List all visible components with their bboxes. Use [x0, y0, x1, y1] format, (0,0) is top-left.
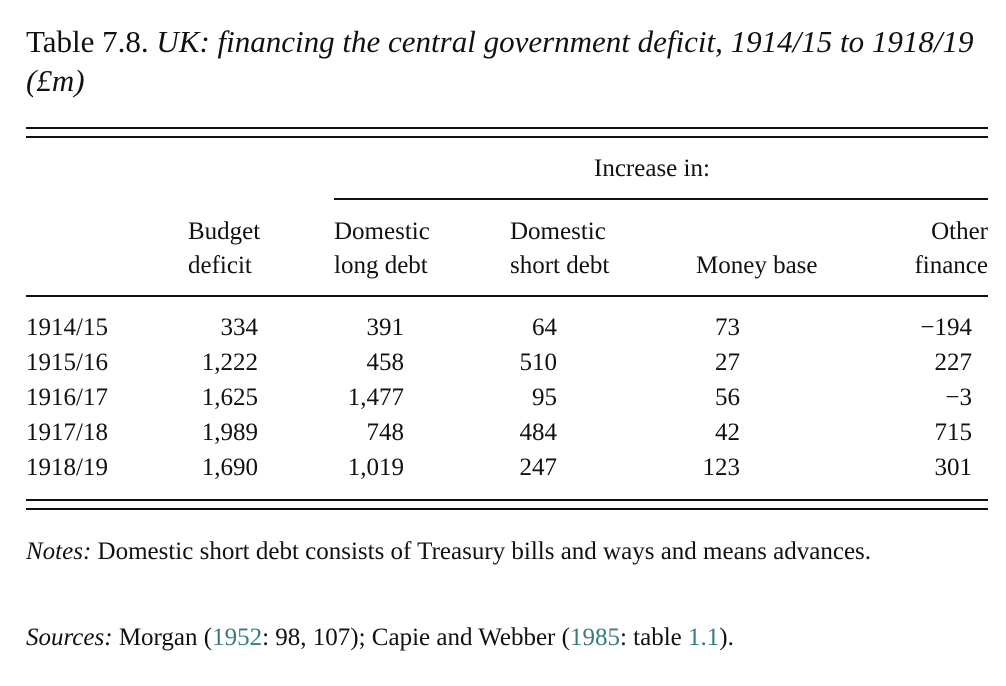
cell-domestic-short-debt: 95 — [532, 384, 557, 411]
row-year: 1918/19 — [26, 454, 108, 481]
col-header-other-finance: Other finance — [914, 215, 988, 283]
cell-money-base: 42 — [715, 419, 740, 446]
sources-text: : 98, 107); Capie and Webber ( — [262, 624, 570, 651]
col-header-line: deficit — [188, 252, 252, 279]
table-description: UK: financing the central government def… — [26, 24, 974, 98]
table-sources: Sources: Morgan (1952: 98, 107); Capie a… — [26, 621, 986, 655]
col-header-line: Other — [931, 218, 988, 245]
notes-label: Notes: — [26, 538, 92, 565]
sources-text: ). — [719, 624, 734, 651]
col-header-line: finance — [914, 252, 988, 279]
col-header-money-base: Money base — [696, 215, 818, 283]
col-header-budget-deficit: Budget deficit — [188, 215, 260, 283]
bottom-rule-2 — [26, 508, 988, 510]
table-title: Table 7.8. UK: financing the central gov… — [26, 22, 1001, 100]
col-header-domestic-short-debt: Domestic short debt — [510, 215, 609, 283]
reference-link-1985[interactable]: 1985 — [569, 624, 620, 651]
row-year: 1915/16 — [26, 349, 108, 376]
cell-other-finance: 227 — [934, 349, 973, 376]
table-number: Table 7.8. — [26, 24, 149, 59]
col-header-line: Money base — [696, 252, 818, 279]
cell-other-finance: 301 — [934, 454, 973, 481]
row-year: 1916/17 — [26, 384, 108, 411]
cell-money-base: 73 — [715, 314, 740, 341]
cell-domestic-long-debt: 1,477 — [347, 384, 404, 411]
table-notes: Notes: Domestic short debt consists of T… — [26, 535, 986, 569]
cell-domestic-long-debt: 458 — [366, 349, 405, 376]
cell-domestic-short-debt: 510 — [519, 349, 558, 376]
cell-money-base: 123 — [702, 454, 741, 481]
cell-domestic-short-debt: 247 — [519, 454, 558, 481]
sources-text: Morgan ( — [118, 624, 213, 651]
cell-other-finance: 715 — [934, 419, 973, 446]
row-year: 1914/15 — [26, 314, 108, 341]
cell-domestic-short-debt: 64 — [532, 314, 557, 341]
cell-budget-deficit: 1,625 — [201, 384, 258, 411]
header-rule — [26, 295, 988, 297]
spanner-header: Increase in: — [594, 155, 710, 182]
col-header-line — [696, 215, 818, 249]
cell-domestic-long-debt: 748 — [366, 419, 405, 446]
cell-money-base: 27 — [715, 349, 740, 376]
cell-budget-deficit: 1,690 — [201, 454, 258, 481]
notes-text: Domestic short debt consists of Treasury… — [97, 538, 872, 565]
cell-other-finance: −194 — [920, 314, 972, 341]
col-header-line: Budget — [188, 218, 261, 245]
cell-domestic-long-debt: 391 — [366, 314, 405, 341]
top-rule-1 — [26, 127, 988, 129]
col-header-line: Domestic — [334, 218, 430, 245]
col-header-line: Domestic — [510, 218, 606, 245]
col-header-line: long debt — [334, 252, 428, 279]
reference-link-1952[interactable]: 1952 — [212, 624, 263, 651]
cell-budget-deficit: 334 — [220, 314, 259, 341]
row-year: 1917/18 — [26, 419, 108, 446]
cell-domestic-short-debt: 484 — [519, 419, 558, 446]
top-rule-2 — [26, 136, 988, 138]
col-header-domestic-long-debt: Domestic long debt — [334, 215, 430, 283]
cell-domestic-long-debt: 1,019 — [347, 454, 404, 481]
cell-money-base: 56 — [715, 384, 740, 411]
col-header-line: short debt — [510, 252, 610, 279]
bottom-rule-1 — [26, 499, 988, 501]
cell-other-finance: −3 — [945, 384, 972, 411]
cell-budget-deficit: 1,989 — [201, 419, 258, 446]
sources-text: : table — [619, 624, 688, 651]
table-link-1-1[interactable]: 1.1 — [688, 624, 720, 651]
sources-label: Sources: — [26, 624, 113, 651]
spanner-rule — [334, 198, 988, 200]
cell-budget-deficit: 1,222 — [201, 349, 258, 376]
